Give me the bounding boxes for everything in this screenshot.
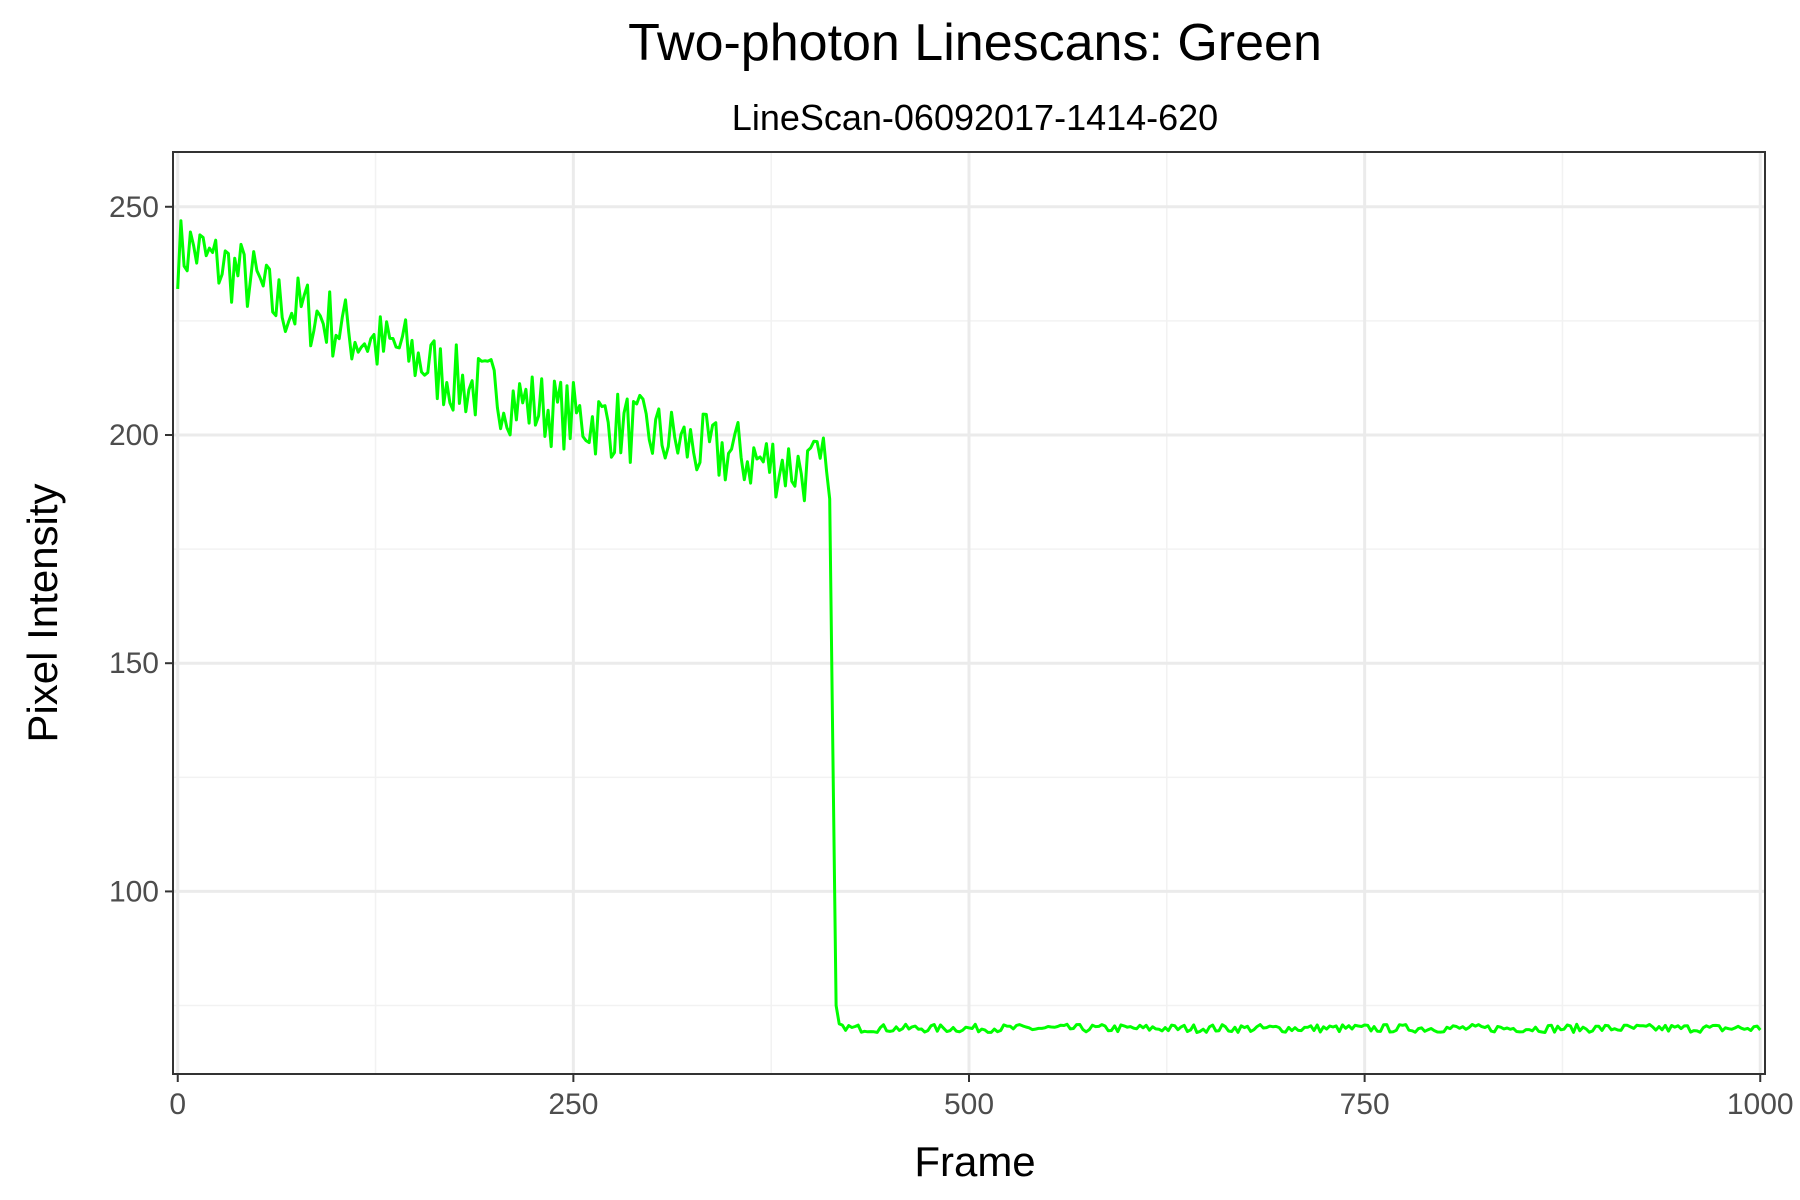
data-series — [176, 219, 1762, 1034]
x-tick-label: 750 — [1340, 1088, 1390, 1121]
x-tick-label: 500 — [944, 1088, 994, 1121]
x-tick-label: 250 — [548, 1088, 598, 1121]
green-intensity-line — [176, 219, 1762, 1034]
grid — [173, 152, 1765, 1074]
y-tick-label: 200 — [109, 419, 159, 452]
x-axis-title: Frame — [914, 1138, 1035, 1185]
y-axis-title: Pixel Intensity — [19, 483, 66, 742]
axis-ticks: 0 250 500 750 1000 100 150 200 250 — [109, 191, 1794, 1121]
y-tick-label: 100 — [109, 875, 159, 908]
x-tick-label: 0 — [169, 1088, 186, 1121]
chart-title: Two-photon Linescans: Green — [628, 14, 1322, 72]
y-tick-label: 250 — [109, 191, 159, 224]
y-tick-label: 150 — [109, 647, 159, 680]
x-tick-label: 1000 — [1727, 1088, 1794, 1121]
chart-subtitle: LineScan-06092017-1414-620 — [732, 97, 1218, 138]
